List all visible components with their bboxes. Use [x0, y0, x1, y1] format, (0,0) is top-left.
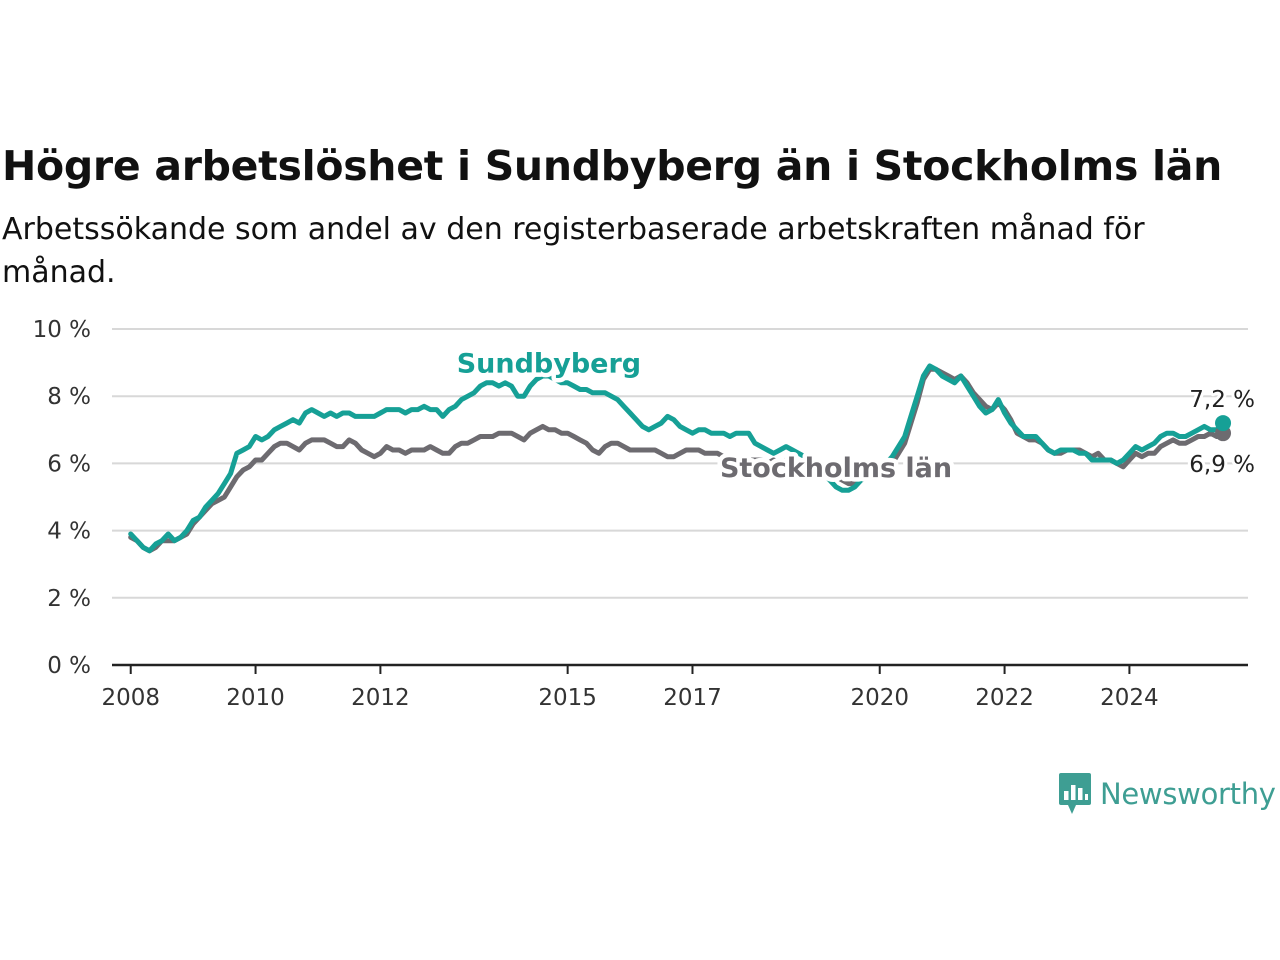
series-labels: Stockholms län Sundbyberg — [452, 344, 956, 488]
y-tick-label: 10 % — [33, 317, 91, 343]
x-tick-label: 2017 — [663, 685, 722, 711]
end-point-marker — [1215, 415, 1232, 432]
end-value-label: 7,2 % — [1189, 387, 1255, 413]
brand-name: Newsworthy — [1100, 777, 1276, 811]
x-axis-ticks: 2008 2010 2012 2015 2017 2020 2022 2024 — [101, 665, 1159, 711]
newsworthy-logo-icon — [1059, 773, 1091, 814]
x-tick-label: 2008 — [101, 685, 160, 711]
y-axis-tick-labels: 0 % 2 % 4 % 6 % 8 % 10 % — [33, 317, 91, 679]
series-lines — [128, 363, 1226, 554]
y-tick-label: 6 % — [47, 451, 91, 477]
x-tick-label: 2015 — [538, 685, 597, 711]
x-tick-label: 2010 — [226, 685, 285, 711]
chart-title: Högre arbetslöshet i Sundbyberg än i Sto… — [2, 142, 1223, 190]
y-tick-label: 8 % — [47, 384, 91, 410]
y-tick-label: 0 % — [47, 653, 91, 679]
gridlines — [112, 328, 1248, 599]
y-tick-label: 2 % — [47, 586, 91, 612]
y-tick-label: 4 % — [47, 519, 91, 545]
brand: Newsworthy — [1058, 772, 1276, 816]
x-tick-label: 2022 — [975, 685, 1034, 711]
series-label: Sundbyberg — [457, 349, 641, 380]
end-markers: 6,9 % 7,2 % — [1186, 384, 1258, 481]
end-value-label: 6,9 % — [1189, 452, 1255, 478]
chart-subtitle: Arbetssökande som andel av den registerb… — [2, 212, 1145, 290]
x-tick-label: 2012 — [351, 685, 410, 711]
x-tick-label: 2024 — [1100, 685, 1159, 711]
x-tick-label: 2020 — [850, 685, 909, 711]
series-line-sundbyberg — [128, 363, 1226, 554]
line-chart: 0 % 2 % 4 % 6 % 8 % 10 % 2008 2010 2012 2015 2017… — [33, 317, 1258, 711]
series-label: Stockholms län — [720, 453, 952, 484]
